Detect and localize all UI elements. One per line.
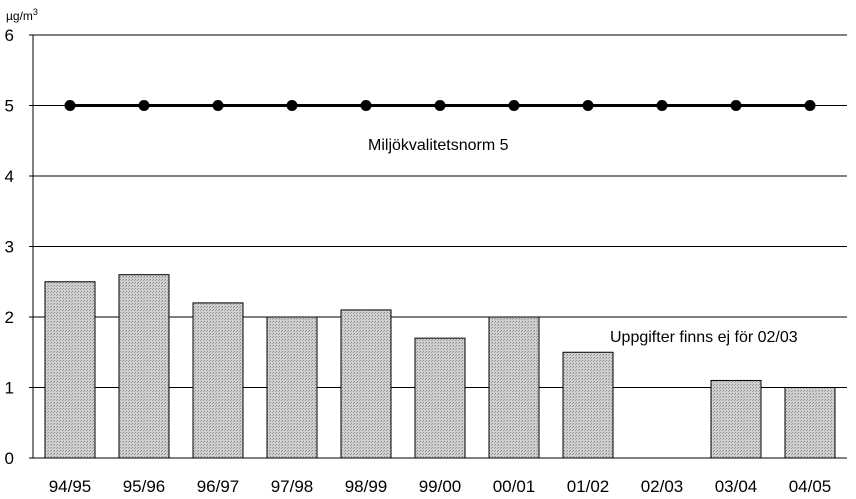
x-tick-label: 03/04 (715, 477, 758, 496)
x-tick-label: 00/01 (493, 477, 536, 496)
norm-point (804, 100, 816, 111)
x-tick-labels: 94/95 95/96 96/97 97/98 98/99 99/00 00/01 01/02… (49, 477, 832, 496)
y-tick-label: 3 (5, 238, 14, 257)
bar (414, 337, 466, 459)
x-tick-label: 04/05 (789, 477, 832, 496)
y-tick-label: 1 (5, 379, 14, 398)
norm-point (212, 100, 224, 111)
x-tick-label: 94/95 (49, 477, 92, 496)
bar (118, 274, 170, 459)
y-tick-label: 0 (5, 449, 14, 468)
norm-point (656, 100, 668, 111)
norm-point (730, 100, 742, 111)
norm-point (434, 100, 446, 111)
bar (562, 351, 614, 459)
y-unit-label: µg/m3 (6, 7, 38, 23)
x-tick-label: 97/98 (271, 477, 314, 496)
norm-point (360, 100, 372, 111)
bar (192, 302, 244, 459)
bar (710, 379, 762, 459)
norm-point (64, 100, 76, 111)
x-tick-label: 98/99 (345, 477, 388, 496)
norm-point (508, 100, 520, 111)
y-tick-label: 4 (5, 167, 14, 186)
norm-point (286, 100, 298, 111)
y-tick-label: 5 (5, 97, 14, 116)
bar (340, 309, 392, 459)
y-tick-label: 6 (5, 26, 14, 45)
norm-point (138, 100, 150, 111)
norm-line-series (64, 100, 816, 111)
bar (784, 387, 836, 459)
y-tick-labels: 0 1 2 3 4 5 6 (5, 26, 33, 468)
missing-data-annotation: Uppgifter finns ej för 02/03 (610, 329, 798, 346)
x-tick-label: 01/02 (567, 477, 610, 496)
bar (488, 316, 540, 459)
x-tick-label: 95/96 (123, 477, 166, 496)
bar-series (44, 274, 836, 459)
x-tick-label: 02/03 (641, 477, 684, 496)
norm-annotation: Miljökvalitetsnorm 5 (368, 137, 509, 154)
x-tick-label: 96/97 (197, 477, 240, 496)
bar (266, 316, 318, 459)
norm-point (582, 100, 594, 111)
bar (44, 281, 96, 459)
x-tick-label: 99/00 (419, 477, 462, 496)
y-tick-label: 2 (5, 308, 14, 327)
